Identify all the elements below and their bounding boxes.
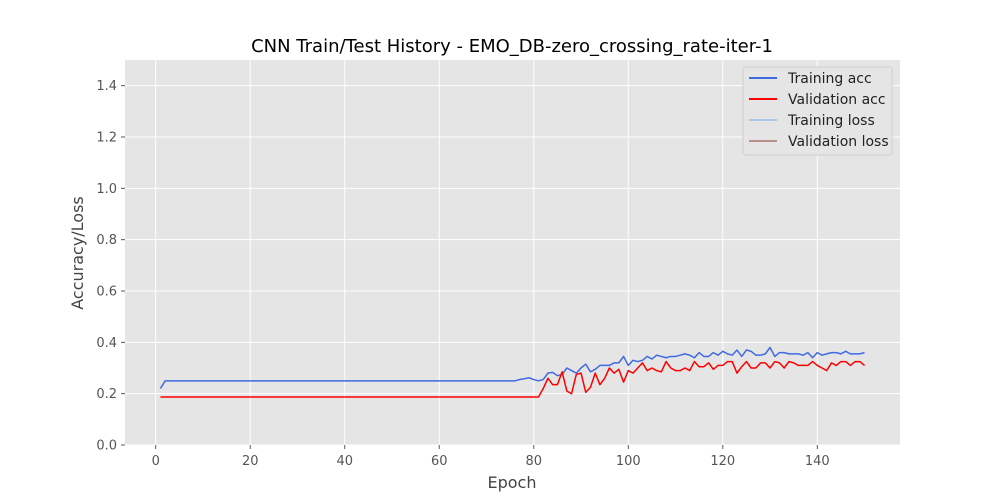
y-tick-label: 1.2	[96, 131, 117, 146]
legend-label-validation-acc: Validation acc	[788, 92, 886, 108]
y-tick-label: 0.6	[96, 285, 117, 300]
x-axis-label: Epoch	[488, 473, 537, 492]
x-tick-label: 0	[152, 454, 160, 469]
validation-acc-line	[160, 360, 866, 398]
y-axis-label: Accuracy/Loss	[68, 196, 87, 310]
x-axis-ticks: 0 20 40 60 80 100 120 140	[152, 445, 830, 469]
legend-label-validation-loss: Validation loss	[788, 134, 889, 150]
x-tick-label: 120	[710, 454, 735, 469]
legend-box	[742, 66, 893, 156]
training-acc-line	[159, 346, 865, 389]
x-tick-label: 140	[805, 454, 830, 469]
legend: Training acc Validation acc Training loss V…	[742, 66, 893, 156]
chart-title: CNN Train/Test History - EMO_DB-zero_cro…	[251, 36, 773, 57]
x-tick-label: 60	[431, 454, 448, 469]
y-tick-label: 1.0	[96, 182, 117, 197]
x-tick-label: 40	[336, 454, 353, 469]
legend-label-training-loss: Training loss	[787, 113, 875, 129]
x-tick-label: 20	[242, 454, 259, 469]
series-layer	[159, 346, 866, 398]
y-tick-label: 0.8	[96, 233, 117, 248]
y-tick-label: 0.0	[96, 439, 117, 454]
x-tick-label: 80	[525, 454, 542, 469]
legend-label-training-acc: Training acc	[787, 71, 872, 87]
y-tick-label: 1.4	[96, 79, 117, 94]
y-tick-label: 0.2	[96, 387, 117, 402]
y-axis-ticks: 0.0 0.2 0.4 0.6 0.8 1.0 1.2 1.4	[96, 79, 125, 454]
y-tick-label: 0.4	[96, 336, 117, 351]
x-tick-label: 100	[616, 454, 641, 469]
